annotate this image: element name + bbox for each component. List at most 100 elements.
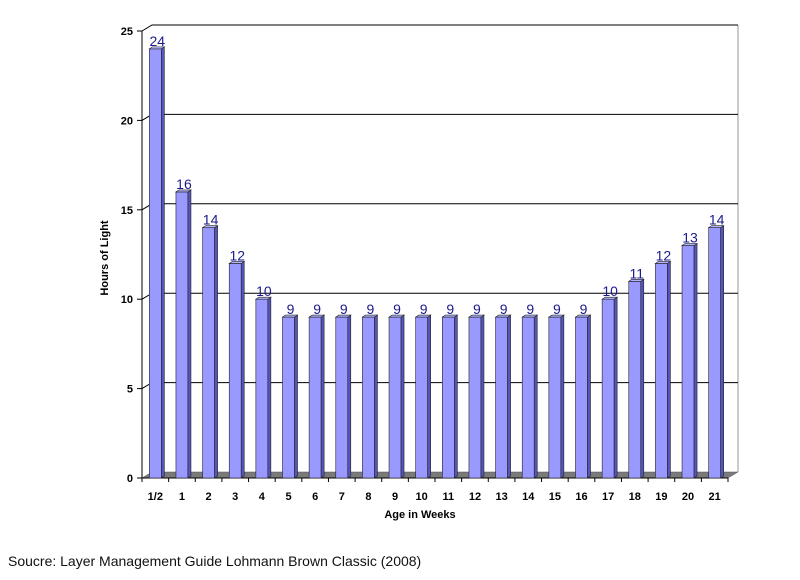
bar-top <box>201 225 219 228</box>
bar-side <box>720 225 724 479</box>
bar <box>654 260 672 479</box>
x-tick-label: 6 <box>312 491 318 503</box>
y-tick-label: 25 <box>121 26 133 38</box>
bar-top <box>174 189 192 193</box>
bar <box>521 314 539 479</box>
data-label: 14 <box>203 212 219 228</box>
x-tick-label: 14 <box>522 491 535 503</box>
bar-front <box>282 316 295 479</box>
bar <box>601 296 619 479</box>
bar-top <box>574 314 592 318</box>
data-label: 11 <box>629 265 644 281</box>
bar-top <box>601 296 619 300</box>
bar-top <box>388 314 406 318</box>
bar-side <box>187 189 192 479</box>
bar <box>228 260 246 479</box>
bar-side <box>454 314 458 479</box>
y-tick-label: 0 <box>127 473 133 485</box>
data-label: 24 <box>150 33 166 49</box>
bar-front <box>442 316 455 479</box>
bar-side <box>507 314 511 479</box>
bar <box>707 225 725 479</box>
bar <box>334 314 352 479</box>
data-label: 9 <box>553 301 561 317</box>
x-axis-title: Age in Weeks <box>384 509 455 521</box>
bar-front <box>362 316 375 479</box>
bar-front <box>468 316 482 479</box>
bar-front <box>708 227 721 479</box>
x-tick-label: 20 <box>682 491 694 503</box>
bar-top <box>494 314 512 318</box>
x-tick-label: 17 <box>602 491 614 503</box>
data-label: 9 <box>446 301 454 317</box>
bar-top <box>361 314 379 318</box>
bar-side <box>294 314 298 479</box>
bar-top <box>521 314 539 318</box>
bar <box>681 242 699 479</box>
bar-side <box>640 278 645 479</box>
bar-side <box>693 242 698 479</box>
bar <box>414 314 432 479</box>
gridline <box>141 203 738 211</box>
bar-front <box>175 191 189 479</box>
bar <box>361 314 379 479</box>
data-label: 9 <box>580 301 588 317</box>
x-tick-label: 18 <box>629 491 641 503</box>
bar <box>627 278 645 479</box>
bar-side <box>267 296 272 479</box>
bar-side <box>427 314 431 479</box>
bar-side <box>347 314 352 479</box>
bar-side <box>400 314 405 479</box>
bar-top <box>627 279 645 282</box>
data-label: 16 <box>176 176 192 192</box>
bar-front <box>495 316 508 479</box>
data-label: 12 <box>229 247 245 263</box>
bar-front <box>681 245 695 479</box>
data-label: 9 <box>473 301 481 317</box>
bar-front <box>149 48 162 479</box>
bar-side <box>667 260 671 479</box>
bar-top <box>681 243 699 246</box>
x-tick-label: 16 <box>575 491 587 503</box>
x-tick-label: 1/2 <box>148 491 163 503</box>
bar <box>547 314 565 479</box>
bar-front <box>388 316 402 479</box>
x-tick-label: 10 <box>416 491 428 503</box>
data-label: 14 <box>709 212 725 228</box>
data-label: 9 <box>313 301 321 317</box>
source-note: Soucre: Layer Management Guide Lohmann B… <box>8 553 422 569</box>
y-tick-label: 5 <box>127 384 133 396</box>
x-tick-label: 7 <box>339 491 345 503</box>
bar-side <box>560 314 565 479</box>
bar <box>574 314 592 479</box>
data-label: 10 <box>602 283 618 299</box>
x-tick-label: 12 <box>469 491 481 503</box>
data-label: 13 <box>682 230 698 246</box>
x-tick-label: 21 <box>709 491 721 503</box>
label-layer: 24 16 14 12 10 9 9 9 9 9 9 9 9 9 9 9 9 10 11 12 13 14 <box>150 33 725 317</box>
data-label: 10 <box>256 283 272 299</box>
bar-side <box>374 314 378 479</box>
bar-front <box>415 316 428 479</box>
y-tick-label: 10 <box>121 294 133 306</box>
y-axis-title: Hours of Light <box>99 220 111 295</box>
data-label: 9 <box>500 301 508 317</box>
y-tick-label: 20 <box>121 115 133 127</box>
bar-front <box>521 316 535 479</box>
bar-top <box>414 314 432 318</box>
bar <box>494 314 512 479</box>
bar-top <box>281 314 299 318</box>
bar-side <box>480 314 485 479</box>
bar-layer <box>148 46 725 479</box>
bar-front <box>575 316 588 479</box>
data-label: 9 <box>340 301 348 317</box>
x-tick-label: 13 <box>495 491 507 503</box>
data-label: 9 <box>526 301 534 317</box>
x-tick-label: 4 <box>259 491 266 503</box>
bar-top <box>308 314 326 318</box>
bar-side <box>587 314 591 479</box>
data-label: 12 <box>656 247 672 263</box>
bar-side <box>161 46 165 479</box>
data-label: 9 <box>420 301 428 317</box>
